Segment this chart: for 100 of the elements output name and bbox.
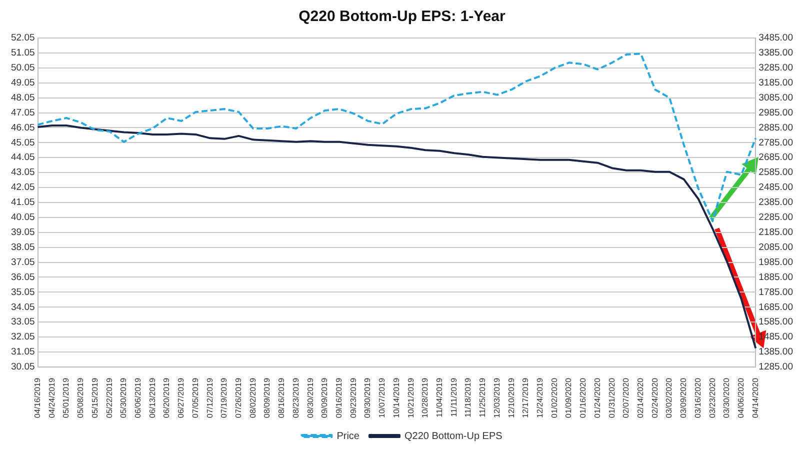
legend-label: Q220 Bottom-Up EPS — [404, 430, 503, 442]
y2-tick-label: 1885.00 — [758, 272, 794, 283]
y2-tick-label: 2585.00 — [758, 167, 794, 178]
y-tick-label: 44.05 — [10, 152, 35, 164]
y-tick-label: 50.05 — [10, 62, 35, 74]
x-tick-label: 05/22/2019 — [104, 377, 114, 418]
y-tick-label: 45.05 — [10, 137, 35, 148]
y2-tick-label: 2785.00 — [758, 137, 794, 148]
y-tick-label: 35.05 — [10, 286, 35, 298]
x-tick-label: 12/24/2019 — [535, 377, 544, 418]
x-tick-label: 07/26/2019 — [234, 377, 243, 418]
chart-title: Q220 Bottom-Up EPS: 1-Year — [298, 8, 506, 26]
x-tick-label: 11/18/2019 — [464, 377, 473, 418]
y-tick-label: 51.05 — [10, 48, 35, 59]
x-tick-label: 09/16/2019 — [334, 377, 344, 418]
y2-tick-label: 2485.00 — [758, 182, 794, 194]
x-tick-label: 11/11/2019 — [449, 377, 458, 417]
x-tick-label: 04/14/2020 — [750, 377, 760, 418]
y2-tick-label: 2685.00 — [758, 152, 794, 164]
y2-tick-label: 2085.00 — [758, 242, 794, 253]
y-tick-label: 40.05 — [10, 212, 35, 224]
y2-tick-label: 1785.00 — [758, 286, 794, 298]
y-tick-label: 37.05 — [10, 256, 35, 268]
x-tick-label: 03/23/2020 — [708, 377, 717, 418]
x-tick-label: 07/05/2019 — [190, 377, 200, 418]
y2-tick-label: 1985.00 — [758, 256, 794, 268]
y-tick-label: 42.05 — [10, 182, 35, 194]
y-tick-label: 47.05 — [10, 107, 35, 118]
x-tick-label: 01/02/2020 — [550, 377, 559, 418]
x-tick-label: 08/23/2019 — [291, 377, 300, 418]
y2-tick-label: 3185.00 — [758, 77, 794, 88]
y-tick-label: 34.05 — [10, 302, 35, 313]
x-tick-label: 10/28/2019 — [420, 377, 430, 418]
x-tick-label: 04/06/2020 — [736, 377, 746, 418]
x-tick-label: 03/30/2020 — [722, 377, 732, 418]
y-tick-label: 39.05 — [10, 227, 35, 238]
y-tick-label: 46.05 — [10, 122, 35, 134]
y2-tick-label: 2985.00 — [758, 107, 794, 118]
x-tick-label: 10/14/2019 — [392, 377, 401, 418]
y-tick-label: 30.05 — [10, 362, 35, 373]
x-tick-label: 02/07/2020 — [622, 377, 631, 418]
x-tick-label: 06/20/2019 — [162, 377, 172, 418]
line-series — [36, 52, 757, 222]
x-tick-label: 05/15/2019 — [90, 377, 100, 418]
x-tick-label: 08/30/2019 — [306, 377, 315, 418]
x-tick-label: 02/24/2020 — [650, 377, 660, 418]
x-tick-label: 06/27/2019 — [176, 377, 186, 418]
y-tick-label: 32.05 — [10, 332, 35, 343]
y-tick-label: 43.05 — [10, 167, 35, 178]
x-tick-label: 03/16/2020 — [693, 377, 702, 418]
y2-tick-label: 2885.00 — [758, 122, 794, 134]
x-tick-label: 08/16/2019 — [277, 377, 286, 418]
x-tick-label: 10/21/2019 — [406, 377, 416, 418]
x-tick-label: 07/19/2019 — [220, 377, 229, 418]
x-tick-label: 05/08/2019 — [76, 377, 86, 418]
x-tick-label: 11/04/2019 — [434, 377, 444, 418]
y2-tick-label: 1685.00 — [758, 302, 794, 313]
y2-tick-label: 3385.00 — [758, 48, 794, 59]
x-tick-label: 12/10/2019 — [506, 377, 516, 418]
y2-tick-label: 2185.00 — [758, 227, 794, 238]
x-tick-label: 03/02/2020 — [664, 377, 674, 418]
x-tick-label: 05/30/2019 — [119, 377, 128, 418]
y-tick-label: 36.05 — [10, 272, 35, 283]
x-tick-label: 12/17/2019 — [521, 377, 530, 418]
y-tick-label: 48.05 — [10, 92, 35, 104]
x-tick-label: 08/02/2019 — [248, 377, 258, 418]
x-tick-label: 04/24/2019 — [47, 377, 56, 418]
x-tick-label: 04/16/2019 — [32, 377, 42, 418]
x-tick-label: 09/23/2019 — [348, 377, 358, 418]
y2-tick-label: 3485.00 — [758, 32, 794, 44]
y2-tick-label: 3085.00 — [758, 92, 794, 104]
legend-label: Price — [336, 430, 360, 442]
y-tick-label: 38.05 — [10, 242, 35, 253]
y2-tick-label: 1385.00 — [758, 346, 794, 358]
y-tick-label: 41.05 — [10, 197, 35, 208]
x-tick-label: 06/13/2019 — [148, 377, 157, 418]
y-tick-label: 49.05 — [10, 77, 35, 88]
y2-tick-label: 2285.00 — [758, 212, 794, 224]
x-tick-label: 09/30/2019 — [363, 377, 372, 418]
x-tick-label: 01/31/2020 — [607, 377, 616, 418]
x-tick-label: 01/24/2020 — [592, 377, 602, 418]
y2-tick-label: 1285.00 — [758, 362, 794, 373]
x-tick-label: 03/09/2020 — [679, 377, 688, 418]
x-tick-label: 09/09/2019 — [320, 377, 330, 418]
x-tick-label: 02/14/2020 — [636, 377, 645, 418]
y-tick-label: 31.05 — [10, 346, 35, 358]
x-tick-label: 01/09/2020 — [564, 377, 574, 418]
x-tick-label: 10/07/2019 — [378, 377, 387, 418]
x-tick-label: 05/01/2019 — [62, 377, 71, 418]
x-tick-label: 08/09/2019 — [262, 377, 272, 418]
y2-tick-label: 1585.00 — [758, 316, 794, 328]
x-tick-label: 01/16/2020 — [578, 377, 588, 418]
x-tick-label: 06/06/2019 — [133, 377, 142, 418]
x-tick-label: 12/03/2019 — [492, 377, 502, 418]
x-tick-label: 11/25/2019 — [478, 377, 488, 418]
y2-tick-label: 3285.00 — [758, 62, 794, 74]
y-tick-label: 52.05 — [10, 32, 35, 44]
x-tick-label: 07/12/2019 — [205, 377, 214, 418]
y-tick-label: 33.05 — [10, 316, 35, 328]
y2-tick-label: 2385.00 — [758, 197, 794, 208]
